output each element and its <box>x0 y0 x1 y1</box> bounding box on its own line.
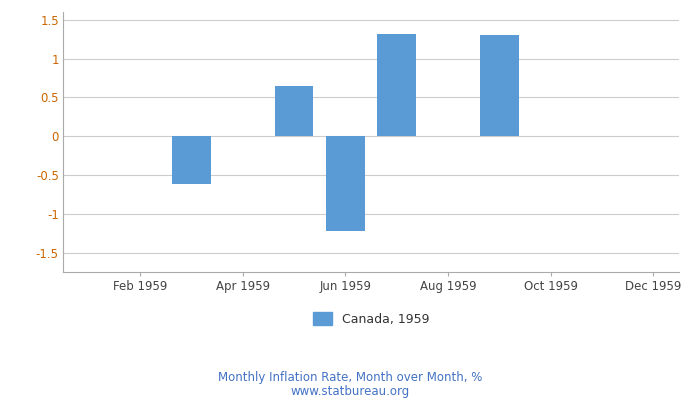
Legend: Canada, 1959: Canada, 1959 <box>313 312 429 326</box>
Bar <box>326 136 365 231</box>
Bar <box>172 136 211 184</box>
Bar <box>480 34 519 136</box>
Text: Monthly Inflation Rate, Month over Month, %: Monthly Inflation Rate, Month over Month… <box>218 372 482 384</box>
Bar <box>377 34 416 136</box>
Bar <box>274 86 314 136</box>
Text: www.statbureau.org: www.statbureau.org <box>290 386 410 398</box>
